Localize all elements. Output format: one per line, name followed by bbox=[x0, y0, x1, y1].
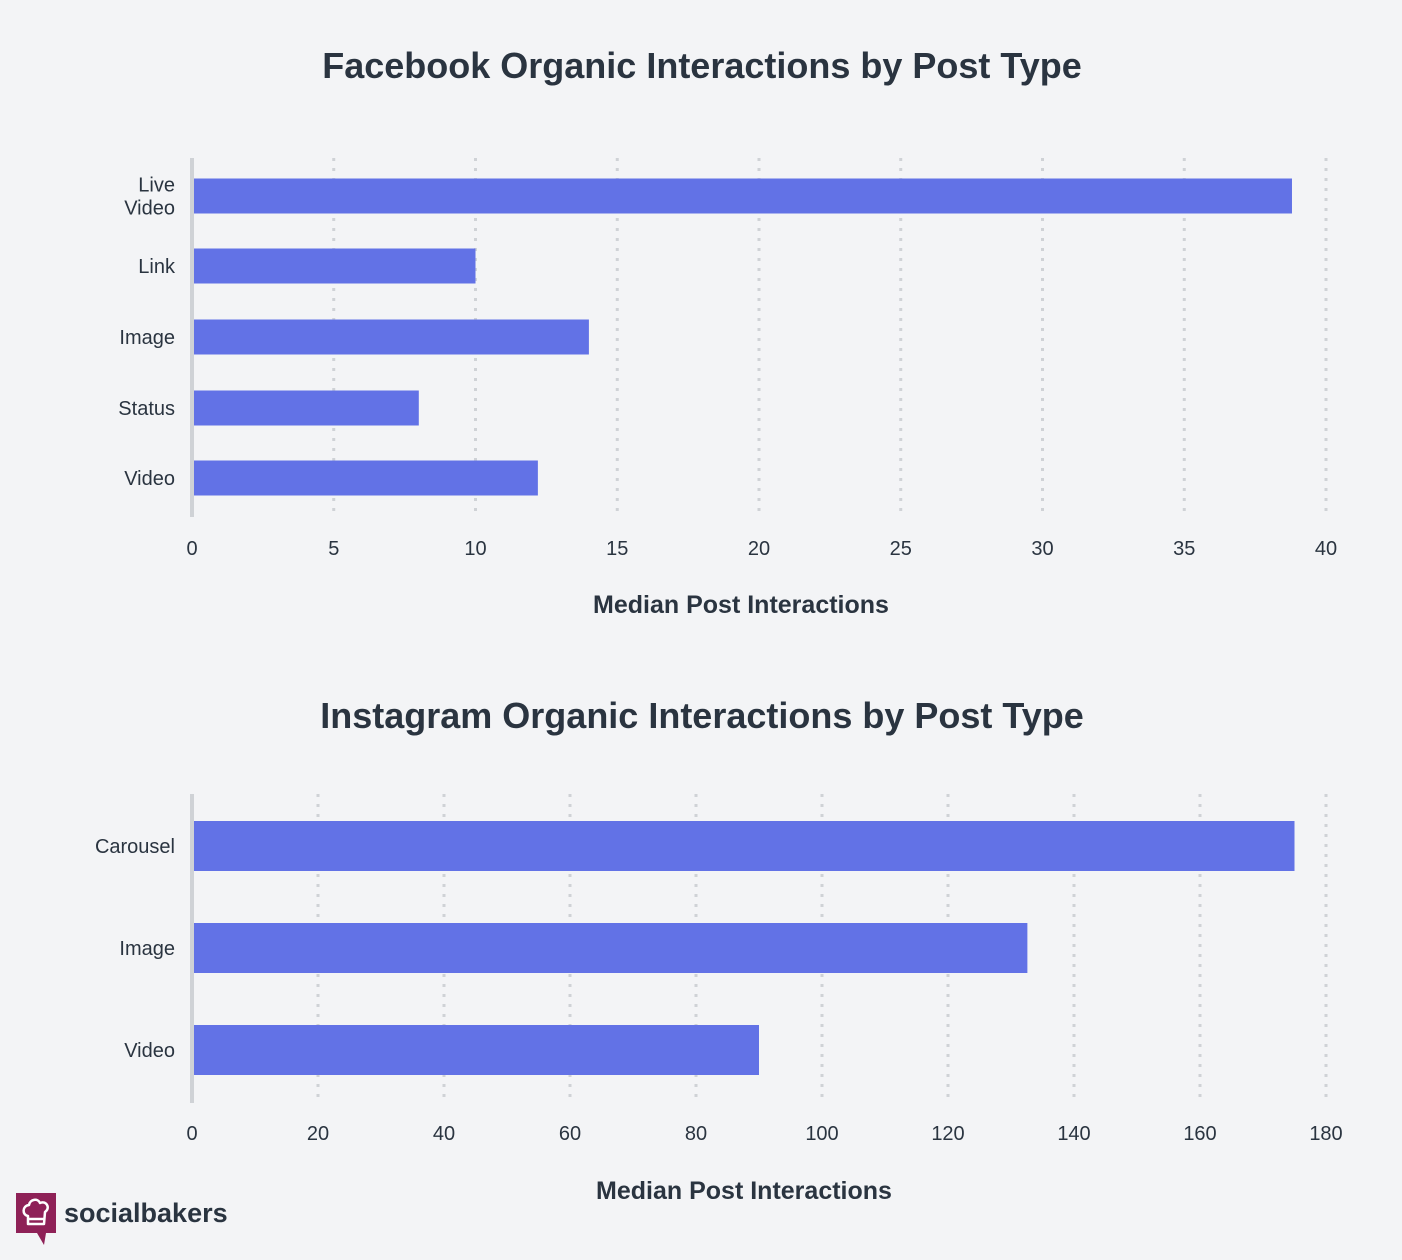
facebook-bar-link bbox=[194, 248, 476, 284]
facebook-x-axis-label: Median Post Interactions bbox=[593, 591, 889, 619]
facebook-x-tick-label: 30 bbox=[1031, 538, 1053, 560]
facebook-x-tick-label: 40 bbox=[1315, 538, 1337, 560]
facebook-category-label: Video bbox=[124, 198, 175, 220]
facebook-x-tick-label: 25 bbox=[890, 538, 912, 560]
facebook-bar-image bbox=[194, 319, 589, 355]
facebook-category-label: Link bbox=[138, 256, 176, 278]
instagram-category-label: Image bbox=[119, 938, 175, 960]
instagram-chart-title: Instagram Organic Interactions by Post T… bbox=[320, 695, 1084, 736]
instagram-x-tick-label: 0 bbox=[186, 1123, 197, 1145]
facebook-category-label: Video bbox=[124, 468, 175, 490]
facebook-chart: Facebook Organic Interactions by Post Ty… bbox=[118, 45, 1337, 619]
facebook-chart-title: Facebook Organic Interactions by Post Ty… bbox=[322, 45, 1082, 86]
instagram-category-label: Carousel bbox=[95, 836, 175, 858]
facebook-category-label: Image bbox=[119, 327, 175, 349]
instagram-bar-carousel bbox=[194, 821, 1295, 871]
logo-text: socialbakers bbox=[64, 1198, 228, 1228]
facebook-x-tick-label: 0 bbox=[186, 538, 197, 560]
instagram-x-tick-label: 20 bbox=[307, 1123, 329, 1145]
facebook-x-tick-label: 10 bbox=[464, 538, 486, 560]
instagram-x-tick-label: 140 bbox=[1057, 1123, 1090, 1145]
instagram-category-label: Video bbox=[124, 1040, 175, 1062]
instagram-x-tick-label: 120 bbox=[931, 1123, 964, 1145]
facebook-category-label: Live bbox=[138, 175, 175, 197]
chef-hat-icon bbox=[16, 1193, 56, 1245]
instagram-x-tick-label: 180 bbox=[1309, 1123, 1342, 1145]
instagram-x-tick-label: 60 bbox=[559, 1123, 581, 1145]
facebook-x-tick-label: 35 bbox=[1173, 538, 1195, 560]
instagram-x-tick-label: 160 bbox=[1183, 1123, 1216, 1145]
instagram-bar-image bbox=[194, 923, 1028, 973]
facebook-category-label: Status bbox=[118, 398, 175, 420]
instagram-x-tick-label: 100 bbox=[805, 1123, 838, 1145]
facebook-x-tick-label: 5 bbox=[328, 538, 339, 560]
instagram-bar-video bbox=[194, 1025, 759, 1075]
facebook-x-tick-label: 20 bbox=[748, 538, 770, 560]
facebook-bar-status bbox=[194, 390, 419, 426]
instagram-x-axis-label: Median Post Interactions bbox=[596, 1177, 892, 1205]
instagram-chart: Instagram Organic Interactions by Post T… bbox=[95, 695, 1343, 1205]
facebook-bar-video bbox=[194, 460, 538, 496]
facebook-bar-live-video bbox=[194, 178, 1292, 214]
socialbakers-logo: socialbakers bbox=[16, 1193, 228, 1245]
instagram-x-tick-label: 80 bbox=[685, 1123, 707, 1145]
facebook-x-tick-label: 15 bbox=[606, 538, 628, 560]
instagram-x-tick-label: 40 bbox=[433, 1123, 455, 1145]
